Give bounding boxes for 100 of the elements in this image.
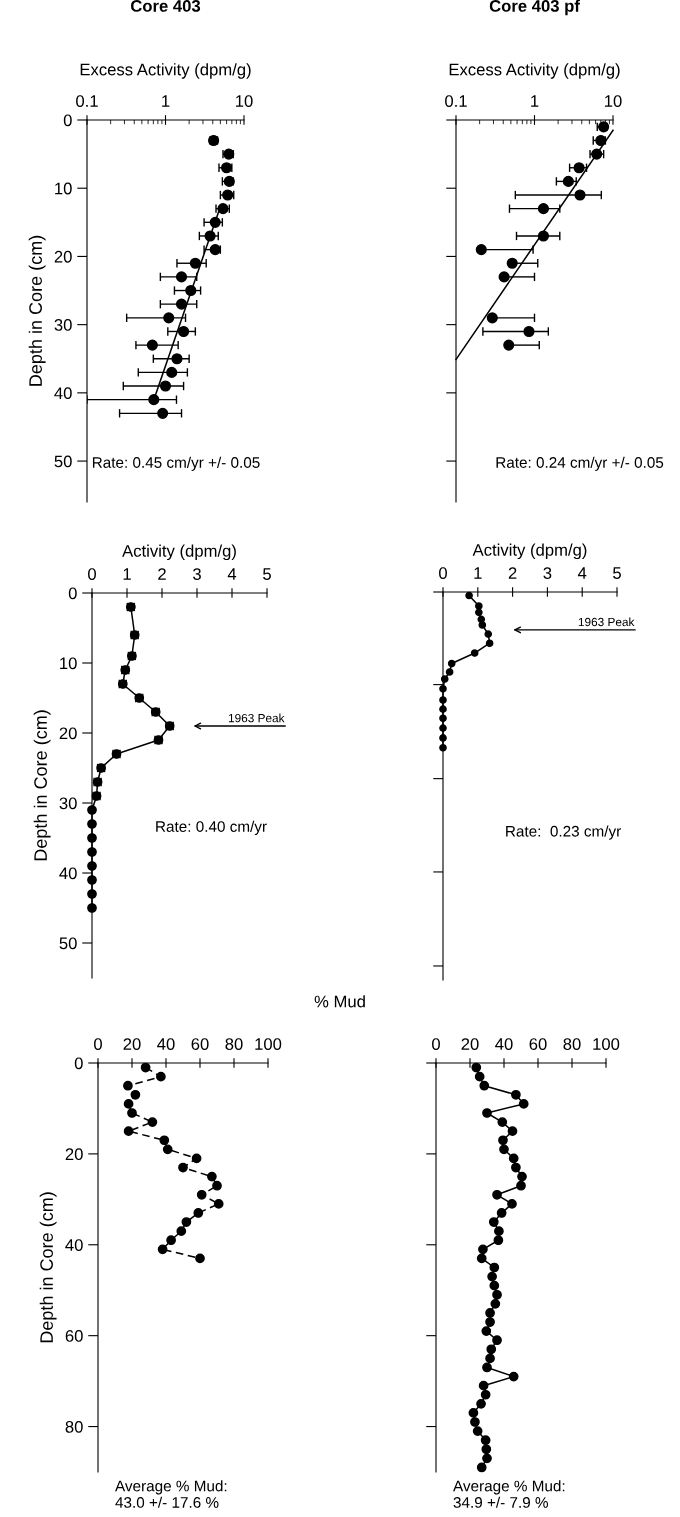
point [439,685,447,693]
point [481,1326,492,1336]
x-tick-label: 1 [474,567,482,579]
point [518,1099,529,1109]
text: Average % Mud: 34.9 +/- 7.9 % [453,1480,565,1508]
point [497,1117,508,1127]
point [489,1280,500,1291]
x-tick-label: 2 [508,567,517,579]
annotation: Rate: 0.24 cm/yr +/- 0.05 [496,456,664,471]
point [176,1226,187,1237]
point [166,1235,176,1246]
point [87,889,97,899]
x-tick-label: 0 [439,567,447,579]
point [156,1071,166,1082]
point [470,649,479,657]
point [485,1353,495,1364]
point [486,1344,497,1355]
point [478,1380,489,1391]
point [471,1062,482,1073]
point [498,1135,508,1146]
x-tick-label: 4 [577,567,587,579]
y-axis-title: Depth in Core (cm) [33,710,51,861]
y-tick-label: 30 [54,319,72,331]
point [499,1144,509,1155]
x-tick-label: 10 [605,95,622,107]
y-tick-label: 10 [60,657,77,670]
point [439,714,447,723]
point [130,1089,141,1100]
point [493,1235,504,1246]
point [476,1253,487,1264]
point [178,1162,188,1173]
x-tick-label: 1 [162,95,170,107]
point [479,1080,490,1091]
x-axis-title: Excess Activity (dpm/g) [80,63,251,79]
x-axis-title: Excess Activity (dpm/g) [449,63,620,79]
point [470,1417,480,1427]
x-tick-label: 40 [495,1038,513,1050]
annotation: 1963 Peak [578,617,635,627]
point [191,1153,202,1164]
point [487,1271,497,1282]
x-tick-label: 100 [255,1038,282,1050]
y-tick-label: 10 [55,182,72,195]
x-tick-label: 0.1 [76,95,98,107]
x-tick-label: 80 [563,1038,581,1050]
point [87,875,97,885]
y-tick-label: 0 [68,587,77,600]
point [140,1062,151,1073]
point [123,1099,134,1109]
point [508,1371,519,1382]
x-tick-label: 10 [236,95,253,107]
text: Average % Mud: 43.0 +/- 17.6 % [115,1480,227,1508]
y-tick-label: 40 [59,867,77,880]
x-tick-label: 100 [593,1038,620,1050]
point [447,659,456,668]
point [87,903,97,913]
annotation: Rate: 0.40 cm/yr [156,820,267,835]
point [87,805,97,815]
point [485,1308,495,1318]
point [480,1389,491,1400]
point [159,1135,170,1146]
x-axis-title: % Mud [314,995,365,1008]
point [123,1080,133,1091]
point [445,668,454,676]
x-tick-label: 3 [193,568,201,580]
x-tick-label: 5 [613,567,621,579]
point [472,1426,483,1436]
point [193,1208,204,1218]
chart-title: Core 403 [130,0,201,12]
x-axis-title: Activity (dpm/g) [472,543,587,560]
y-tick-label: 40 [65,1239,83,1251]
x-tick-label: 5 [263,568,271,580]
x-tick-label: 3 [543,567,552,579]
y-tick-label: 80 [65,1420,83,1433]
point [478,621,487,629]
x-tick-label: 0 [88,568,96,580]
point [492,1335,502,1346]
annotation: 1963 Peak [228,713,285,723]
point [482,1108,492,1118]
point [439,705,447,713]
y-tick-label: 60 [65,1330,83,1342]
x-tick-label: 0.1 [445,95,467,107]
x-tick-label: 20 [461,1038,479,1050]
x-tick-label: 1 [531,95,539,107]
point [511,1162,521,1173]
annotation: Rate: 0.23 cm/yr [506,825,621,840]
point [478,1244,488,1255]
point [485,639,494,648]
point [162,1144,173,1155]
point [439,724,447,732]
point [440,675,449,683]
point [484,630,493,638]
point [482,1362,492,1373]
y-tick-label: 0 [74,1057,83,1070]
point [465,591,473,600]
point [207,1171,217,1182]
point [492,1289,502,1300]
x-tick-label: 80 [225,1038,243,1050]
point [489,1262,500,1273]
point [213,1199,224,1209]
point [496,1208,507,1218]
